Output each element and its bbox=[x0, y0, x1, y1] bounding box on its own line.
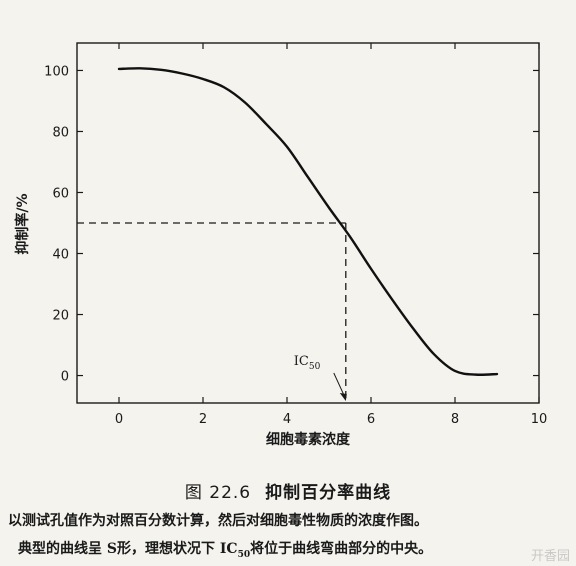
y-tick-label: 60 bbox=[52, 186, 69, 201]
y-tick-label: 20 bbox=[52, 309, 69, 324]
y-tick-label: 40 bbox=[52, 248, 69, 263]
figure-title: 抑制百分率曲线 bbox=[265, 483, 392, 503]
x-tick-label: 0 bbox=[115, 412, 123, 427]
caption-line-2-part-2: 将位于曲线弯曲部分的中央。 bbox=[250, 541, 433, 557]
caption-line-1: 以测试孔值作为对照百分数计算，然后对细胞毒性物质的浓度作图。 bbox=[8, 513, 428, 529]
y-tick-label: 100 bbox=[44, 64, 69, 79]
ic50-arrow-line bbox=[333, 372, 346, 398]
ic50-annotations: IC50 bbox=[77, 222, 347, 403]
x-tick-label: 10 bbox=[531, 412, 548, 427]
y-tick-label: 80 bbox=[52, 125, 69, 140]
caption-line-2: 典型的曲线呈 S形，理想状况下 IC50将位于曲线弯曲部分的中央。 bbox=[18, 538, 576, 560]
figure-caption-title: 图 22.6 抑制百分率曲线 bbox=[0, 478, 576, 503]
x-tick-label: 6 bbox=[367, 412, 375, 427]
watermark-logo: 开香园 bbox=[531, 545, 570, 564]
watermark-text: 开香园 bbox=[530, 549, 570, 564]
ic50-arrow-head bbox=[339, 393, 347, 401]
x-tick-label: 4 bbox=[283, 412, 291, 427]
y-tick-label: 0 bbox=[61, 370, 69, 385]
x-tick-label: 8 bbox=[451, 412, 459, 427]
series-layer bbox=[117, 67, 499, 376]
caption-line-2-subscript: 50 bbox=[237, 549, 251, 560]
ic50-label: IC50 bbox=[294, 354, 321, 372]
caption-line-2-part-1: 典型的曲线呈 S形，理想状况下 IC bbox=[18, 541, 238, 557]
ic50-label-subscript: 50 bbox=[309, 362, 321, 372]
inhibition-curve bbox=[117, 67, 499, 376]
x-tick-label: 2 bbox=[199, 412, 207, 427]
y-axis-label: 抑制率/% bbox=[14, 193, 31, 254]
figure-number: 图 22.6 bbox=[184, 483, 252, 503]
x-axis-label: 细胞毒素浓度 bbox=[266, 431, 351, 448]
